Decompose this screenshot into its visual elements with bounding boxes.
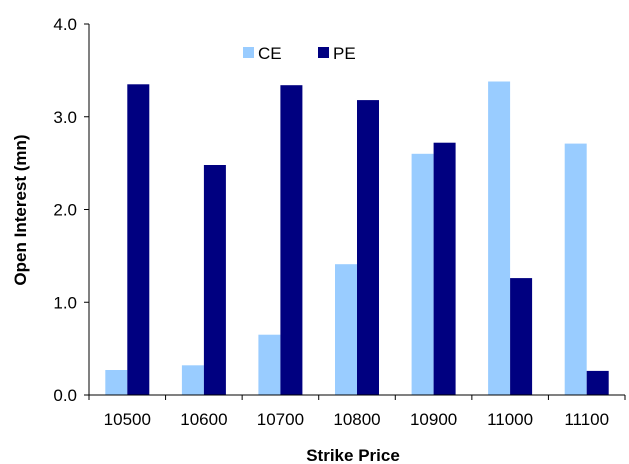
y-tick-label: 2.0 [53,201,77,220]
y-axis-title: Open Interest (mn) [11,134,30,285]
bar-pe-10600 [203,165,226,395]
x-tick-label: 10700 [257,410,304,429]
bar-pe-11000 [510,278,533,395]
x-tick-label: 10900 [410,410,457,429]
bar-pe-10800 [357,100,379,395]
x-tick-label: 11000 [487,410,533,429]
x-tick-label: 10600 [180,410,227,429]
bar-ce-10800 [335,264,357,395]
ticks-layer: 0.0 1.0 2.0 3.0 4.0 10500 10600 10700 10800 10900… [53,15,626,429]
y-tick-label: 1.0 [53,293,77,312]
bars-layer [105,81,609,396]
y-tick-label: 3.0 [53,108,77,127]
bar-pe-10900 [433,142,456,395]
y-tick-label: 0.0 [53,386,77,405]
bar-pe-10500 [127,84,150,396]
bar-ce-11100 [564,143,587,395]
legend-label-ce: CE [258,44,282,63]
x-axis-title: Strike Price [306,446,400,464]
legend-swatch-pe [318,47,329,58]
bar-ce-10500 [105,370,128,395]
bar-pe-10700 [280,85,303,395]
bar-ce-11000 [488,81,511,395]
bar-ce-10700 [258,334,281,395]
bar-ce-10900 [411,153,434,395]
bar-pe-11100 [586,370,609,395]
legend-swatch-ce [243,47,254,58]
x-tick-label: 10800 [333,410,380,429]
x-tick-label: 11100 [564,410,609,429]
x-tick-label: 10500 [104,410,151,429]
legend: CE PE [243,44,356,63]
y-tick-label: 4.0 [53,15,77,34]
bar-ce-10600 [181,365,204,395]
legend-label-pe: PE [333,44,356,63]
